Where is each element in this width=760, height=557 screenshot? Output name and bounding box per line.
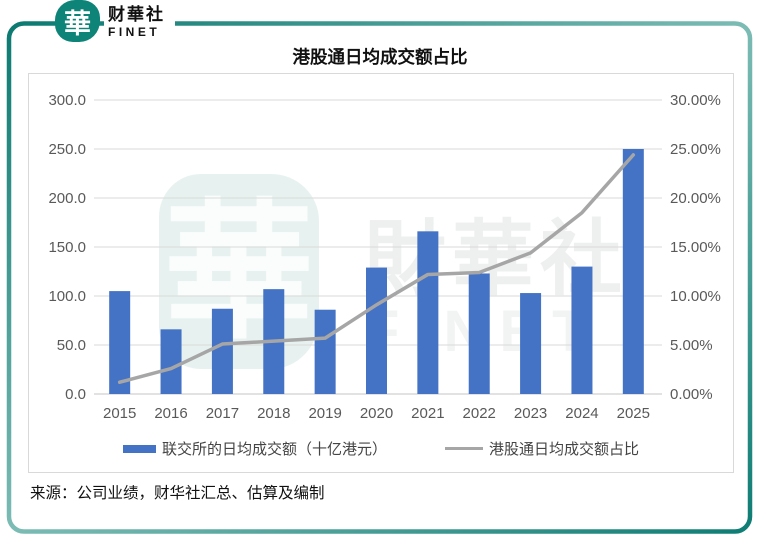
x-label-2020: 2020 [360, 405, 393, 422]
bar-2024 [571, 266, 593, 394]
line-series [117, 153, 636, 384]
bar-2015 [109, 291, 131, 394]
x-label-2022: 2022 [463, 405, 496, 422]
watermark-emblem-icon: 華 [159, 174, 319, 369]
x-label-2015: 2015 [103, 405, 136, 422]
left-axis-tick: 200.0 [48, 190, 86, 207]
finet-logo-text: 财華社 FINET [104, 0, 175, 42]
bar-2023 [520, 293, 542, 394]
line-series-swatch [445, 446, 483, 451]
bar-series [109, 149, 644, 394]
bar-series-label: 联交所的日均成交额（十亿港元） [161, 441, 387, 458]
finet-logo: 華 财華社 FINET [55, 0, 175, 42]
bar-series-swatch [122, 444, 156, 453]
logo-name-en: FINET [108, 25, 161, 39]
chart-legend: 联交所的日均成交额（十亿港元） 港股通日均成交额占比 [29, 438, 733, 459]
right-axis-tick: 5.00% [670, 337, 713, 354]
chart-title: 港股通日均成交额占比 [292, 47, 468, 67]
x-label-2016: 2016 [154, 405, 187, 422]
right-axis-tick: 10.00% [670, 288, 721, 305]
combo-chart: 0.0 50.0 100.0 150.0 200.0 250.0 300.0 0.00% 5.0… [48, 92, 720, 422]
left-axis-tick: 150.0 [48, 239, 86, 256]
x-label-2021: 2021 [411, 405, 444, 422]
x-label-2023: 2023 [514, 405, 547, 422]
left-axis-tick: 300.0 [48, 92, 86, 109]
legend-item-line-series: 港股通日均成交额占比 [445, 438, 639, 459]
left-axis-tick: 250.0 [48, 141, 86, 158]
finet-logo-emblem-icon: 華 [55, 0, 100, 42]
bar-2019 [314, 309, 336, 394]
bar-2016 [160, 329, 182, 394]
x-label-2018: 2018 [257, 405, 290, 422]
x-label-2017: 2017 [206, 405, 239, 422]
source-note: 来源：公司业绩，财华社汇总、估算及编制 [30, 485, 325, 502]
logo-name-cn: 财華社 [108, 5, 165, 24]
x-axis-labels: 2015 2016 2017 2018 2019 2020 2021 2022 2023 2024… [103, 405, 650, 422]
bar-2020 [366, 267, 387, 394]
bar-2025 [622, 149, 644, 394]
right-axis-tick: 15.00% [670, 239, 721, 256]
line-series-label: 港股通日均成交额占比 [489, 441, 640, 458]
x-label-2019: 2019 [308, 405, 341, 422]
left-axis-tick: 0.0 [65, 386, 86, 403]
chart-panel: 華 財華社 FINET 0.050.0100.0150.0200.0250.03… [28, 73, 734, 473]
right-axis-tick: 30.00% [670, 92, 721, 109]
right-axis-tick: 0.00% [670, 386, 713, 403]
legend-item-bar-series: 联交所的日均成交额（十亿港元） [122, 438, 387, 459]
bar-2021 [417, 231, 439, 394]
x-label-2024: 2024 [565, 405, 598, 422]
axis-tick-labels: 0.0 50.0 100.0 150.0 200.0 250.0 300.0 0.00% 5.0… [48, 92, 720, 403]
right-axis-tick: 25.00% [670, 141, 721, 158]
x-label-2025: 2025 [617, 405, 650, 422]
left-axis-tick: 50.0 [57, 337, 86, 354]
bar-2017 [211, 308, 233, 394]
left-axis-tick: 100.0 [48, 288, 86, 305]
bar-2022 [468, 273, 490, 394]
right-axis-tick: 20.00% [670, 190, 721, 207]
